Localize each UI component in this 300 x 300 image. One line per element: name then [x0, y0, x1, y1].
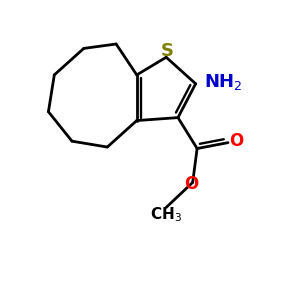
Text: O: O: [184, 175, 198, 193]
Text: O: O: [229, 132, 243, 150]
Text: CH$_3$: CH$_3$: [150, 206, 182, 224]
Text: S: S: [161, 42, 174, 60]
Text: NH$_2$: NH$_2$: [204, 72, 243, 92]
